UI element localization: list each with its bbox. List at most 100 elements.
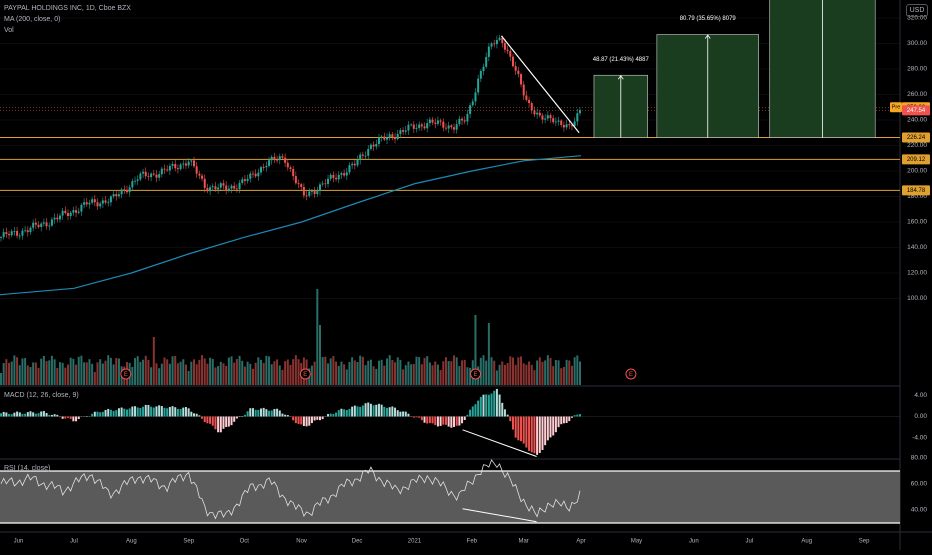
macd-histogram-bar [495, 388, 498, 417]
price-candle-body [61, 210, 64, 216]
volume-bar [56, 367, 59, 385]
price-candle-body [109, 196, 112, 203]
price-candle-body [327, 178, 330, 184]
macd-histogram-bar [201, 416, 204, 419]
macd-histogram-bar [18, 412, 21, 417]
macd-histogram-bar [560, 416, 563, 425]
volume-bar [166, 359, 169, 385]
price-candle-body [53, 217, 56, 220]
volume-bar [144, 355, 147, 385]
volume-bar [474, 315, 477, 385]
price-candle-body [316, 191, 319, 195]
macd-histogram-bar [254, 409, 257, 417]
macd-histogram-bar [302, 416, 305, 427]
volume-bar [265, 355, 268, 385]
price-candle-body [147, 176, 150, 178]
macd-histogram-bar [166, 408, 169, 417]
price-candle-body [209, 187, 212, 192]
volume-bar [463, 359, 466, 385]
volume-bar [13, 355, 16, 385]
macd-histogram-bar [265, 409, 268, 417]
volume-bar [479, 357, 482, 385]
price-candle-body [477, 78, 480, 93]
price-candle-body [158, 174, 161, 178]
macd-histogram-bar [249, 408, 252, 417]
volume-bar [50, 355, 53, 385]
volume-bar [568, 360, 571, 385]
volume-bar [498, 364, 501, 385]
price-candle-body [410, 124, 413, 126]
price-candle-body [442, 121, 445, 128]
volume-bar [243, 366, 246, 385]
volume-bar [238, 355, 241, 385]
volume-bar [418, 357, 421, 385]
macd-histogram-bar [549, 416, 552, 438]
price-candle-body [187, 161, 190, 166]
price-candle-body [37, 224, 40, 228]
volume-bar [549, 358, 552, 385]
macd-histogram-bar [136, 407, 139, 417]
volume-bar [8, 362, 11, 385]
macd-histogram-bar [340, 408, 343, 417]
price-candle-body [125, 190, 128, 193]
volume-bar [506, 363, 509, 385]
volume-bar [514, 364, 517, 385]
price-candle-body [152, 173, 155, 175]
macd-divergence-line[interactable] [462, 429, 537, 457]
volume-bar [45, 361, 48, 385]
chart-title[interactable]: PAYPAL HOLDINGS INC, 1D, Cboe BZX [4, 5, 131, 12]
price-candle-body [123, 189, 126, 191]
rsi-divergence-line[interactable] [462, 508, 537, 523]
macd-histogram-bar [107, 408, 110, 417]
price-candle-body [117, 194, 120, 197]
price-candle-body [104, 200, 107, 203]
macd-histogram-bar [64, 416, 67, 419]
volume-bar [112, 364, 115, 385]
macd-histogram-bar [466, 414, 469, 417]
price-candle-body [128, 187, 131, 193]
macd-histogram-bar [289, 416, 292, 417]
macd-histogram-bar [321, 416, 324, 420]
macd-histogram-bar [48, 414, 51, 417]
volume-indicator-label[interactable]: Vol [4, 27, 14, 34]
volume-bar [343, 364, 346, 385]
price-candle-body [270, 156, 273, 161]
price-tick-label: 140.00 [907, 244, 927, 251]
volume-bar [482, 355, 485, 385]
price-tick-label: 240.00 [907, 117, 927, 124]
macd-histogram-bar [458, 416, 461, 426]
macd-histogram-bar [426, 416, 429, 424]
price-candle-body [528, 99, 531, 104]
price-candle-body [377, 137, 380, 145]
macd-indicator-label[interactable]: MACD (12, 26, close, 9) [4, 392, 79, 399]
earnings-marker[interactable] [470, 368, 482, 380]
macd-histogram-bar [522, 416, 525, 444]
earnings-marker[interactable] [625, 368, 637, 380]
macd-histogram-bar [168, 406, 171, 417]
price-candle-body [557, 120, 560, 122]
macd-histogram-bar [45, 413, 48, 417]
volume-bar [203, 358, 206, 385]
ma-indicator-label[interactable]: MA (200, close, 0) [4, 16, 61, 23]
volume-bar [324, 356, 327, 385]
volume-bar [436, 364, 439, 385]
rsi-indicator-label[interactable]: RSI (14, close) [4, 465, 51, 472]
earnings-marker[interactable] [120, 368, 132, 380]
price-target-arrowhead [704, 34, 711, 39]
earnings-marker[interactable] [299, 368, 311, 380]
volume-bar [361, 356, 364, 385]
price-tick-label: 160.00 [907, 219, 927, 226]
currency-button[interactable]: USD [906, 4, 928, 17]
price-candle-body [182, 163, 185, 165]
price-candle-body [69, 212, 72, 217]
price-candle-body [324, 183, 327, 185]
descending-trendline[interactable] [500, 35, 580, 134]
time-axis-label: Jun [689, 539, 699, 545]
price-candle-body [394, 137, 397, 140]
macd-histogram-bar [104, 409, 107, 417]
price-candle-body [332, 174, 335, 178]
volume-bar [356, 362, 359, 385]
macd-histogram-bar [511, 416, 514, 430]
